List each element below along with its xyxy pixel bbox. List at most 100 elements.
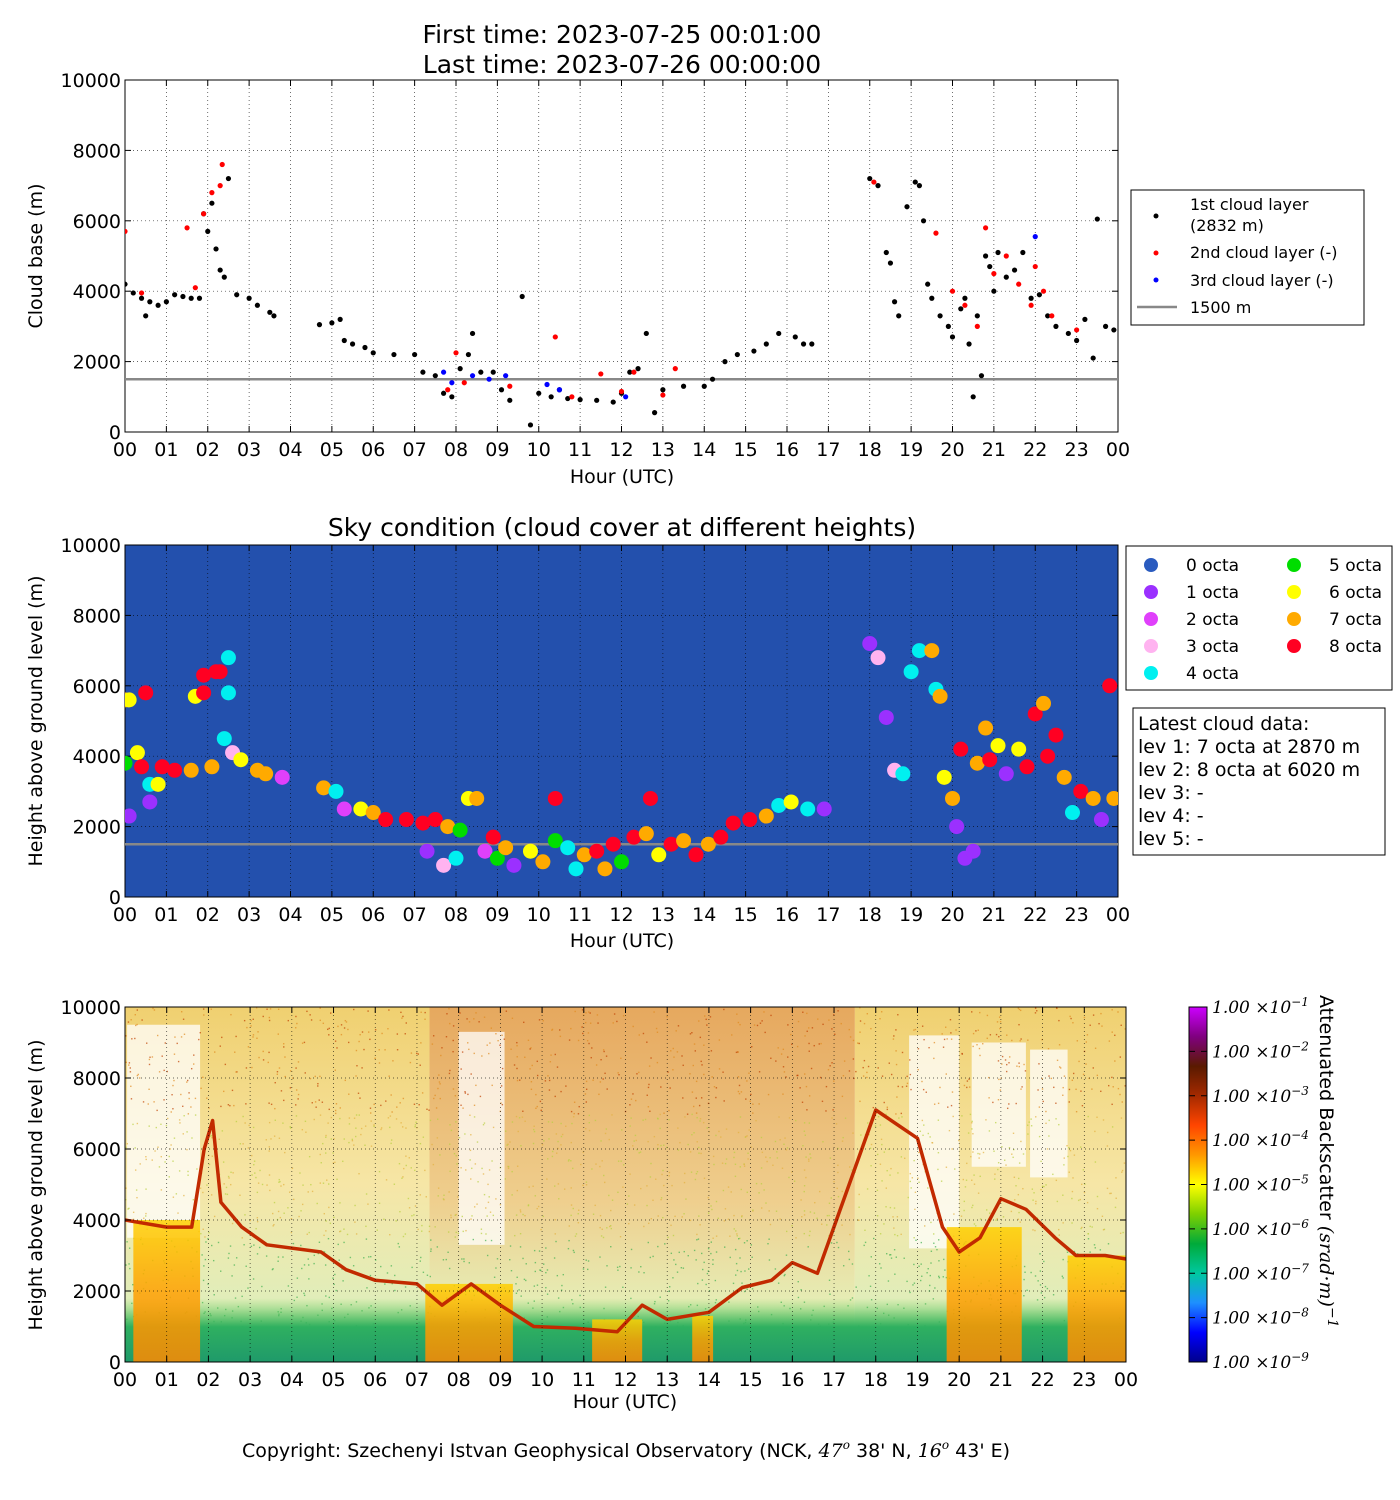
backscatter-clear-zone [127, 1024, 201, 1238]
backscatter-speckle [725, 1158, 728, 1160]
backscatter-speckle [420, 1011, 422, 1013]
backscatter-speckle [835, 1123, 838, 1125]
backscatter-speckle [296, 1277, 299, 1279]
backscatter-speckle [973, 1223, 976, 1225]
backscatter-speckle [670, 1252, 673, 1255]
backscatter-speckle [519, 1232, 522, 1235]
backscatter-speckle [707, 1102, 710, 1105]
backscatter-speckle [1058, 1234, 1061, 1236]
backscatter-speckle [333, 1138, 335, 1140]
cloud-base-point [904, 204, 910, 210]
backscatter-speckle [1019, 1040, 1021, 1042]
cloud-base-point [1090, 355, 1096, 361]
backscatter-speckle [145, 1158, 147, 1161]
backscatter-speckle [1024, 1070, 1027, 1072]
backscatter-speckle [367, 1010, 369, 1012]
backscatter-speckle [1039, 1284, 1042, 1286]
backscatter-speckle [578, 1209, 580, 1211]
cloud-base-point [660, 392, 666, 398]
backscatter-speckle [182, 1133, 184, 1135]
backscatter-speckle [533, 1285, 536, 1287]
backscatter-speckle [684, 1116, 686, 1118]
backscatter-speckle [1102, 1119, 1105, 1121]
backscatter-speckle [723, 1246, 726, 1248]
sky-condition-point [1106, 790, 1118, 806]
backscatter-speckle [139, 1163, 141, 1165]
cloud-base-point [503, 373, 509, 379]
backscatter-speckle [961, 1052, 963, 1055]
backscatter-speckle [800, 1199, 802, 1201]
backscatter-speckle [339, 1117, 341, 1120]
backscatter-speckle [1111, 1031, 1113, 1033]
backscatter-speckle [539, 1269, 541, 1271]
backscatter-speckle [965, 1179, 968, 1181]
backscatter-speckle [1006, 1034, 1008, 1036]
backscatter-speckle [257, 1182, 260, 1184]
backscatter-speckle [662, 1216, 664, 1219]
backscatter-speckle [314, 1075, 316, 1078]
backscatter-speckle [776, 1151, 778, 1153]
backscatter-speckle [441, 1047, 443, 1049]
backscatter-speckle [246, 1026, 248, 1029]
backscatter-speckle [505, 1130, 507, 1132]
backscatter-speckle [1085, 1041, 1088, 1043]
backscatter-speckle [743, 1165, 746, 1167]
backscatter-speckle [447, 1231, 450, 1233]
backscatter-speckle [487, 1183, 489, 1186]
backscatter-speckle [314, 1101, 317, 1103]
backscatter-speckle [524, 1120, 526, 1122]
backscatter-speckle [1052, 1294, 1055, 1296]
backscatter-speckle [276, 1073, 279, 1075]
backscatter-speckle [229, 1245, 232, 1247]
backscatter-speckle [622, 1164, 625, 1166]
backscatter-speckle [445, 1258, 447, 1261]
backscatter-speckle [432, 1035, 435, 1037]
backscatter-speckle [394, 1274, 396, 1277]
backscatter-speckle [565, 1125, 567, 1127]
backscatter-speckle [438, 1081, 441, 1083]
backscatter-speckle [1091, 1226, 1093, 1228]
backscatter-speckle [466, 1018, 468, 1020]
backscatter-speckle [515, 1115, 518, 1118]
backscatter-speckle [1072, 1072, 1075, 1075]
cloud-base-point [631, 369, 637, 375]
backscatter-speckle [428, 1230, 431, 1233]
backscatter-speckle [411, 1266, 413, 1269]
cloud-base-point [1111, 327, 1117, 333]
backscatter-speckle [561, 1133, 564, 1136]
backscatter-speckle [881, 1143, 883, 1146]
backscatter-speckle [450, 1214, 452, 1216]
backscatter-speckle [226, 1193, 229, 1196]
backscatter-speckle [687, 1143, 689, 1146]
backscatter-speckle [295, 1015, 297, 1018]
backscatter-speckle [222, 1161, 225, 1163]
backscatter-speckle [348, 1141, 350, 1144]
sky-condition-point [576, 847, 592, 863]
backscatter-speckle [741, 1215, 743, 1217]
cloud-base-point [138, 295, 145, 301]
backscatter-speckle [143, 1217, 145, 1219]
backscatter-speckle [1035, 1116, 1037, 1118]
legend-label-8-octa: 8 octa [1329, 637, 1382, 657]
backscatter-speckle [204, 1258, 207, 1261]
backscatter-speckle [484, 1239, 487, 1242]
backscatter-speckle [328, 1296, 330, 1299]
backscatter-speckle [694, 1178, 697, 1181]
backscatter-speckle [489, 1211, 492, 1213]
backscatter-speckle [207, 1238, 209, 1240]
backscatter-speckle [341, 1268, 343, 1270]
backscatter-speckle [321, 1101, 324, 1103]
backscatter-speckle [813, 1044, 815, 1047]
backscatter-speckle [1089, 1251, 1091, 1253]
backscatter-speckle [877, 1067, 879, 1069]
backscatter-speckle [299, 1172, 301, 1174]
sky-condition-point [878, 709, 894, 725]
backscatter-speckle [628, 1222, 630, 1225]
backscatter-speckle [1087, 1238, 1090, 1240]
backscatter-speckle [1094, 1047, 1097, 1049]
backscatter-speckle [283, 1046, 285, 1048]
backscatter-speckle [1082, 1073, 1085, 1076]
backscatter-speckle [893, 1035, 895, 1037]
backscatter-speckle [787, 1056, 789, 1058]
